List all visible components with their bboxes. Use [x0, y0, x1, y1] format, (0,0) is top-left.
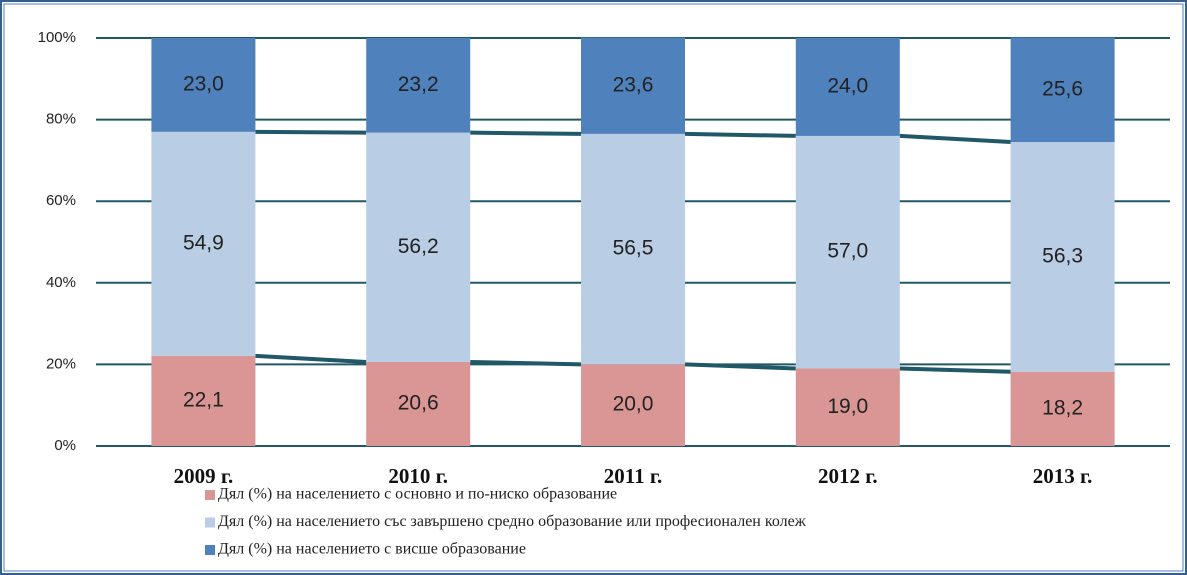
value-label: 22,1	[183, 388, 224, 411]
bar-segment	[1010, 37, 1115, 143]
legend-swatch	[205, 517, 215, 528]
bar-segment	[366, 361, 471, 446]
value-label: 23,0	[183, 72, 224, 95]
series-line	[684, 131, 796, 138]
legend-label: Дял (%) на населението с основно и по-ни…	[218, 486, 617, 503]
y-tick-label: 40%	[46, 274, 76, 291]
x-tick-label: 2012 г.	[818, 464, 878, 488]
value-label: 56,5	[613, 237, 654, 260]
y-tick-label: 80%	[46, 111, 76, 128]
y-tick-label: 60%	[46, 192, 76, 209]
bar-segment	[366, 132, 471, 362]
inner-frame	[3, 3, 1184, 572]
value-label: 23,6	[613, 73, 654, 96]
value-label: 56,2	[398, 235, 439, 258]
series-line	[684, 362, 796, 371]
x-tick-label: 2009 г.	[174, 464, 234, 488]
series-line	[255, 353, 367, 364]
legend-label: Дял (%) на населението с висше образован…	[218, 541, 526, 558]
bar-segment	[795, 135, 900, 369]
bar-segment	[581, 37, 685, 134]
bar-segment	[366, 38, 471, 133]
bar-segment	[581, 133, 685, 365]
value-label: 20,6	[398, 392, 439, 415]
value-label: 54,9	[183, 231, 224, 254]
bar-segment	[151, 355, 256, 446]
y-tick-label: 20%	[46, 355, 76, 372]
x-tick-label: 2010 г.	[388, 464, 448, 488]
value-label: 57,0	[827, 240, 868, 263]
bar-segment	[795, 38, 900, 136]
bar-segment	[795, 368, 900, 446]
legend-swatch	[205, 490, 215, 500]
series-line	[899, 133, 1011, 145]
value-label: 19,0	[827, 395, 868, 418]
value-label: 56,3	[1042, 244, 1083, 267]
bar-segment	[581, 364, 685, 446]
y-tick-label: 100%	[38, 29, 76, 46]
x-tick-label: 2013 г.	[1033, 464, 1093, 488]
series-line	[470, 359, 582, 367]
bar-segment	[1010, 371, 1115, 446]
value-label: 20,0	[613, 393, 654, 416]
value-label: 23,2	[398, 73, 439, 96]
x-tick-label: 2011 г.	[604, 464, 663, 488]
legend-swatch	[205, 545, 215, 555]
bar-segment	[151, 131, 256, 356]
y-tick-label: 0%	[54, 437, 76, 454]
series-line	[255, 129, 367, 135]
bar-segment	[1010, 142, 1115, 372]
legend-label: Дял (%) на населението със завършено сре…	[218, 513, 807, 530]
bar-segment	[151, 38, 256, 132]
value-label: 18,2	[1042, 396, 1083, 419]
value-label: 25,6	[1042, 77, 1083, 100]
value-label: 24,0	[827, 75, 868, 98]
series-line	[470, 130, 582, 136]
series-line	[899, 366, 1011, 374]
